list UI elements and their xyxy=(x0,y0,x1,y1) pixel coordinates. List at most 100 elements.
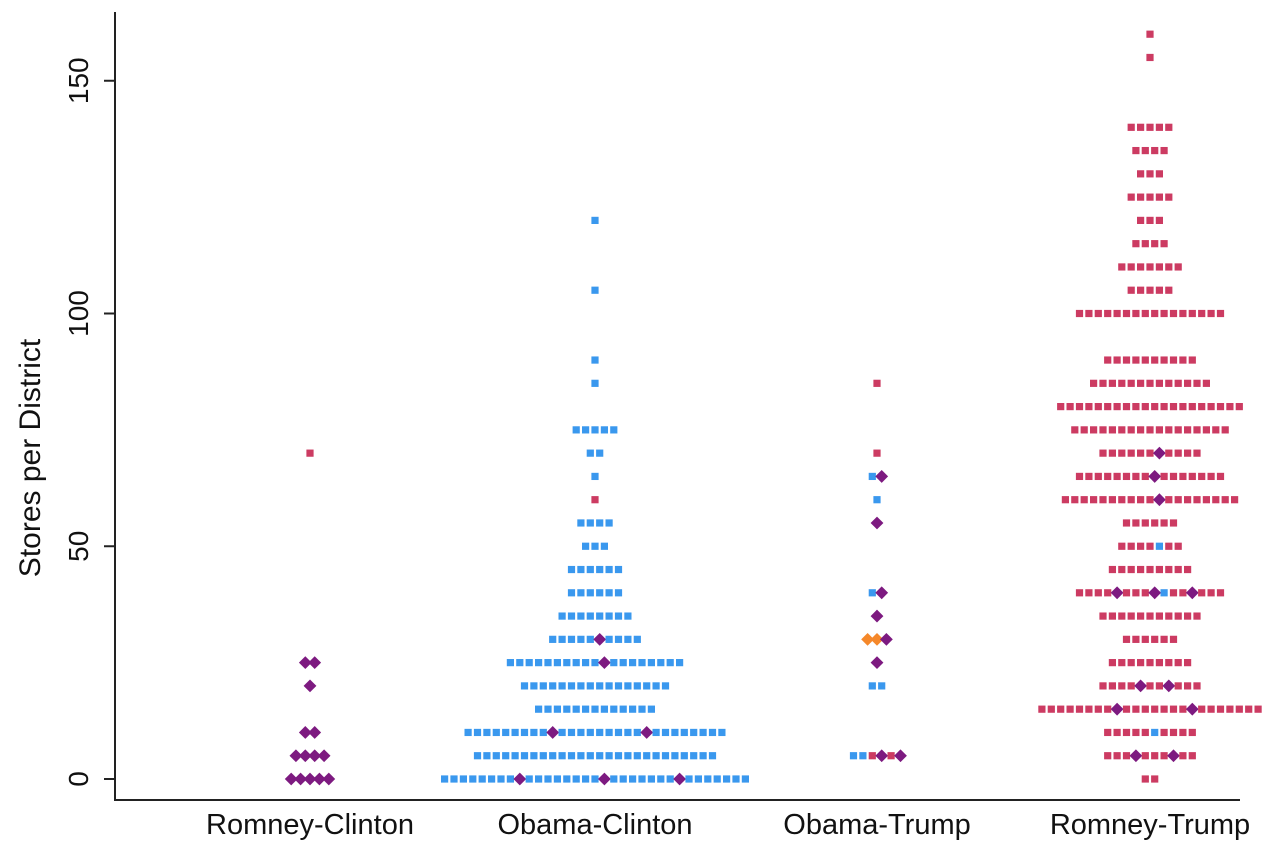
square-marker xyxy=(1184,426,1192,434)
square-marker xyxy=(868,589,876,597)
square-marker xyxy=(1132,728,1140,737)
square-marker xyxy=(1155,682,1163,690)
square-marker xyxy=(1066,403,1074,411)
square-marker xyxy=(1108,426,1116,434)
diamond-marker xyxy=(870,516,884,530)
square-marker xyxy=(605,519,613,527)
square-marker xyxy=(1127,286,1135,294)
diamond-marker xyxy=(598,772,611,786)
square-marker xyxy=(492,728,500,737)
square-marker xyxy=(1137,379,1145,387)
diamond-marker xyxy=(593,632,607,646)
diamond-marker xyxy=(313,772,326,786)
square-marker xyxy=(1085,472,1093,481)
square-marker xyxy=(525,659,533,667)
square-marker xyxy=(502,728,510,737)
square-marker xyxy=(1231,496,1239,504)
square-marker xyxy=(1085,589,1093,597)
square-marker xyxy=(577,635,585,643)
square-marker xyxy=(1127,449,1135,457)
diamond-marker xyxy=(546,726,560,739)
square-marker xyxy=(1085,309,1093,318)
data-points xyxy=(284,30,1262,786)
square-marker xyxy=(549,752,557,760)
x-axis-categories: Romney-Clinton Obama-Clinton Obama-Trump Ro… xyxy=(206,809,1250,841)
diamond-marker xyxy=(294,772,307,786)
square-marker xyxy=(1137,612,1145,620)
square-marker xyxy=(647,659,655,667)
square-marker xyxy=(586,612,594,620)
square-marker xyxy=(1160,309,1168,318)
square-marker xyxy=(1188,472,1196,481)
square-marker xyxy=(1169,356,1178,364)
square-marker xyxy=(1179,356,1187,364)
square-marker xyxy=(619,775,627,783)
square-marker xyxy=(1085,403,1093,411)
square-marker xyxy=(1137,659,1145,667)
square-marker xyxy=(1099,612,1107,620)
square-marker xyxy=(582,775,590,783)
square-marker xyxy=(1099,449,1107,457)
square-marker xyxy=(577,682,585,690)
square-marker xyxy=(1151,635,1159,643)
square-marker xyxy=(549,635,557,643)
square-marker xyxy=(1155,426,1163,434)
square-marker xyxy=(596,519,604,527)
square-marker xyxy=(1146,612,1154,620)
square-marker xyxy=(1169,589,1178,597)
square-marker xyxy=(661,728,670,737)
square-marker xyxy=(1127,426,1135,434)
square-marker xyxy=(1122,309,1131,318)
square-marker xyxy=(1146,30,1154,38)
square-marker xyxy=(633,728,641,737)
square-marker xyxy=(1169,309,1178,318)
square-marker xyxy=(306,449,314,457)
square-marker xyxy=(849,752,858,760)
square-marker xyxy=(1174,565,1182,574)
square-marker xyxy=(624,752,632,760)
square-marker xyxy=(506,659,514,667)
square-marker xyxy=(1193,449,1201,457)
diamond-marker xyxy=(308,749,322,763)
square-marker xyxy=(1188,752,1196,760)
square-marker xyxy=(1137,449,1145,457)
square-marker xyxy=(638,705,646,713)
square-marker xyxy=(1151,728,1159,737)
square-marker xyxy=(1198,472,1206,481)
square-marker xyxy=(1174,263,1182,271)
diamond-marker xyxy=(870,632,884,646)
square-marker xyxy=(1127,193,1135,201)
square-marker xyxy=(629,775,637,783)
square-marker xyxy=(1184,496,1192,504)
diamond-marker xyxy=(673,772,686,786)
square-marker xyxy=(605,752,613,760)
square-marker xyxy=(1108,496,1116,504)
square-marker xyxy=(1132,356,1140,364)
square-marker xyxy=(1122,356,1131,364)
square-marker xyxy=(1099,496,1107,504)
square-marker xyxy=(657,775,665,783)
diamond-marker xyxy=(298,749,312,763)
square-marker xyxy=(1155,379,1163,387)
square-marker xyxy=(1113,403,1121,411)
square-marker xyxy=(596,682,604,690)
square-marker xyxy=(1151,752,1159,760)
square-marker xyxy=(1155,542,1163,550)
square-marker xyxy=(1118,449,1126,457)
square-marker xyxy=(671,752,679,760)
square-marker xyxy=(1245,705,1253,713)
diamond-marker xyxy=(1129,749,1143,763)
y-tick-label: 150 xyxy=(63,57,94,104)
square-marker xyxy=(1146,542,1154,550)
square-marker xyxy=(596,728,604,737)
square-marker xyxy=(1179,472,1187,481)
square-marker xyxy=(1132,519,1140,527)
square-marker xyxy=(680,728,688,737)
square-marker xyxy=(1104,356,1112,364)
square-marker xyxy=(1184,682,1192,690)
square-marker xyxy=(643,682,651,690)
square-marker xyxy=(1184,612,1192,620)
square-marker xyxy=(1188,403,1196,411)
y-axis-ticks: 0 50 100 150 xyxy=(63,57,115,787)
square-marker xyxy=(535,659,543,667)
